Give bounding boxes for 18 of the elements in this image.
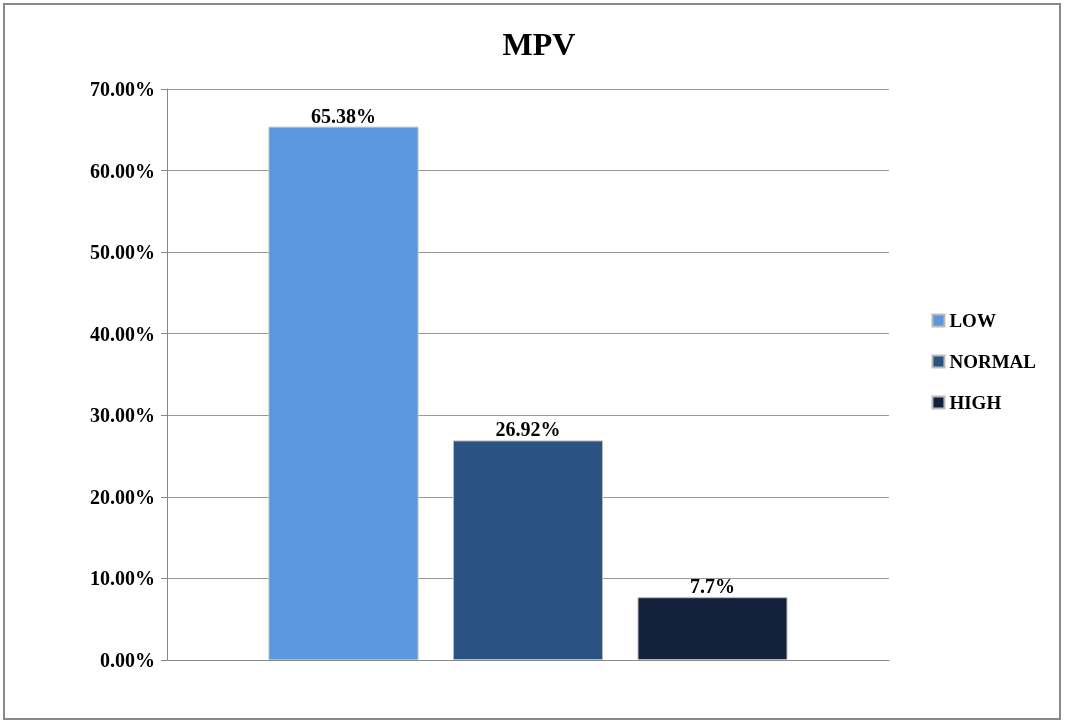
chart-title: MPV [502,26,576,62]
bar [637,597,788,660]
y-tick-label: 20.00% [90,485,155,508]
legend-label: HIGH [949,392,1002,413]
y-tick-label: 0.00% [100,649,155,671]
bar [268,126,419,660]
y-tick-label: 60.00% [90,159,155,182]
legend-label: LOW [949,310,996,331]
y-tick-label: 70.00% [90,78,155,100]
y-tick-label: 30.00% [90,404,155,427]
data-label: 65.38% [311,104,376,127]
data-label: 7.7% [690,575,735,598]
bar [453,440,603,660]
legend-label: NORMAL [949,351,1037,372]
y-tick-label: 50.00% [90,241,155,264]
data-label: 26.92% [495,418,561,441]
y-tick-label: 40.00% [90,322,155,345]
y-tick-label: 10.00% [90,567,155,590]
